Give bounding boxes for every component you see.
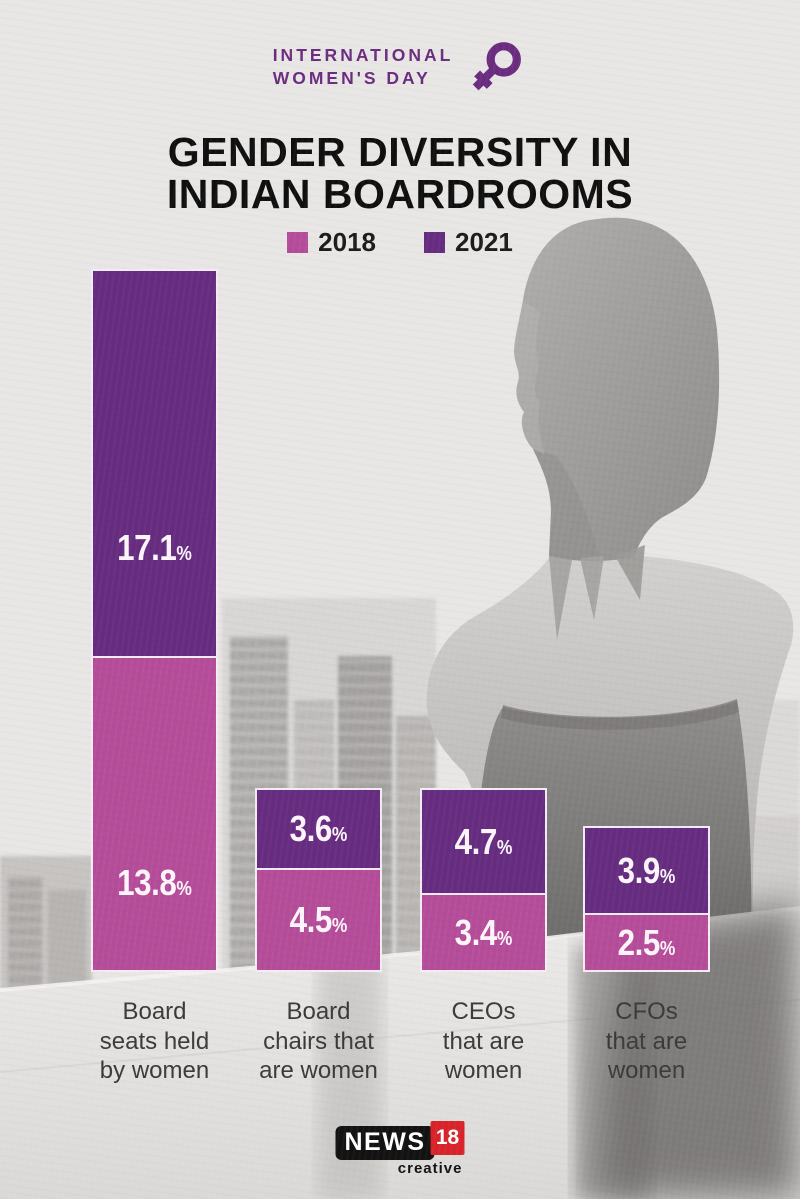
value-percent-sign: % [496,836,513,859]
value-label-2021-4: 3.9% [593,850,700,892]
logo-row: NEWS 18 [335,1121,465,1160]
brand-text: INTERNATIONAL WOMEN'S DAY [273,44,454,90]
value-label-2018-4: 2.5% [593,922,700,964]
title-line2: INDIAN BOARDROOMS [166,171,634,217]
value-label-2018-2: 4.5% [265,899,372,941]
brand-line2: WOMEN'S DAY [272,68,431,88]
logo-18-box: 18 [430,1121,465,1155]
value-percent-sign: % [659,937,676,960]
brand-header: INTERNATIONAL WOMEN'S DAY [0,42,800,107]
logo-news-box: NEWS [335,1126,435,1160]
bar-2-segment-2021: 3.6% [255,788,382,870]
legend-label-2018: 2018 [318,227,376,257]
value-number: 17.1 [117,527,177,569]
value-number: 13.8 [117,861,177,903]
bar-1-segment-2018: 13.8% [91,658,218,972]
bar-3: 4.7% 3.4% [420,788,547,972]
title-line1: GENDER DIVERSITY IN [167,129,633,175]
bar-4-segment-2018: 2.5% [583,915,710,972]
value-label-2021-2: 3.6% [265,808,372,850]
value-number: 2.5 [617,921,661,963]
bar-4-segment-2021: 3.9% [583,826,710,915]
category-label-2: Board chairs that are women [259,998,378,1084]
value-number: 3.6 [289,808,333,849]
value-number: 4.5 [289,899,333,940]
value-label-2021-3: 4.7% [430,821,537,863]
value-number: 4.7 [454,820,498,862]
chart-legend: 2018 2021 [0,227,800,258]
wall-shadows [318,902,800,1199]
value-percent-sign: % [331,824,348,846]
value-percent-sign: % [176,543,192,566]
bar-3-segment-2021: 4.7% [420,788,547,895]
news18-creative-logo: NEWS 18 creative [335,1121,465,1177]
female-symbol-icon [465,40,527,107]
value-percent-sign: % [496,927,513,950]
legend-label-2021: 2021 [455,227,513,257]
value-percent-sign: % [659,865,676,888]
bar-3-segment-2018: 3.4% [420,895,547,972]
value-percent-sign: % [331,915,348,937]
value-label-2018-3: 3.4% [430,912,537,954]
legend-swatch-2018 [287,232,309,253]
value-label-2018-1: 13.8% [101,862,208,904]
value-label-2021-1: 17.1% [101,527,208,569]
bar-2-segment-2018: 4.5% [255,870,382,972]
legend-item-2021: 2021 [424,227,513,258]
value-percent-sign: % [176,877,192,900]
category-label-3: CEOs that are women [442,998,525,1084]
brand-line1: INTERNATIONAL [272,45,454,65]
legend-item-2018: 2018 [287,227,376,258]
category-label-4: CFOs that are women [605,998,688,1084]
category-label-1: Board seats held by women [99,998,210,1084]
value-number: 3.9 [617,849,661,891]
legend-swatch-2021 [424,232,445,253]
bar-1-segment-2021: 17.1% [91,269,218,658]
value-number: 3.4 [454,911,498,953]
bar-2: 3.6% 4.5% [255,788,382,972]
logo-creative-text: creative [397,1160,463,1177]
bar-1: 17.1% 13.8% [91,269,218,972]
page-title: GENDER DIVERSITY IN INDIAN BOARDROOMS [0,131,800,215]
bar-4: 3.9% 2.5% [583,826,710,972]
